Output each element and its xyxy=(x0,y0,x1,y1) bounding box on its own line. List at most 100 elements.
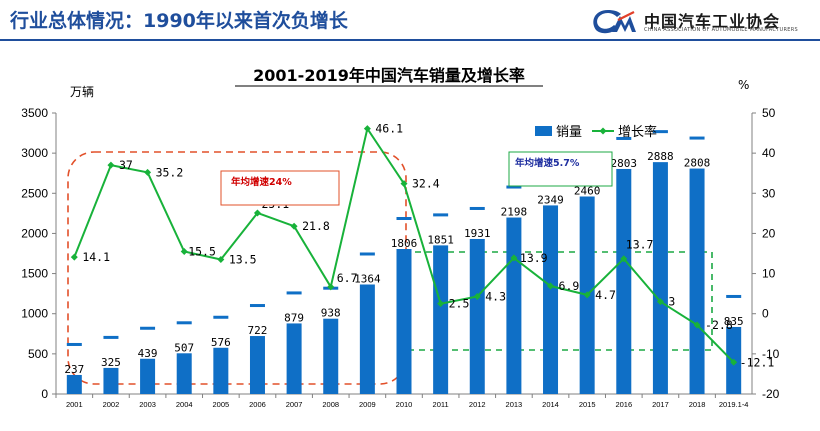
sales-bar-label: 722 xyxy=(248,324,268,337)
growth-rate-point xyxy=(693,321,701,329)
y-tick-label: 3500 xyxy=(21,106,48,120)
sales-bar-cap xyxy=(103,335,119,339)
caam-logo-icon xyxy=(593,10,636,34)
slide-title: 行业总体情况：1990年以来首次负增长 xyxy=(10,10,348,32)
sales-bar-label: 938 xyxy=(321,307,341,320)
y2-tick-label: 0 xyxy=(762,307,769,321)
logo-text-cn: 中国汽车工业协会 xyxy=(644,12,781,31)
sales-bar xyxy=(323,318,339,394)
growth-rate-point xyxy=(290,222,298,230)
growth-rate-label: 6.9 xyxy=(559,279,580,293)
sales-bar-label: 1851 xyxy=(427,233,454,246)
note-box-5-7 xyxy=(508,151,613,187)
sales-bar xyxy=(689,168,705,394)
y-tick-label: 3000 xyxy=(21,146,48,160)
note-box-24 xyxy=(220,170,340,206)
sales-bar-label: 2460 xyxy=(574,184,601,197)
period-frame-2001-2010 xyxy=(67,151,407,385)
header-rule xyxy=(0,39,820,41)
y2-tick-label: 20 xyxy=(762,226,776,240)
growth-rate-label: 14.1 xyxy=(82,250,110,264)
sales-bar-label: 1931 xyxy=(464,227,491,240)
sales-bar xyxy=(140,358,156,394)
note-avg-growth-5-7: 年均增速5.7% xyxy=(515,157,580,169)
y2-tick-label: 40 xyxy=(762,146,776,160)
growth-rate-label: 13.7 xyxy=(626,238,654,252)
growth-rate-point xyxy=(656,298,664,306)
sales-bar-cap xyxy=(469,206,485,210)
growth-rate-label: 13.5 xyxy=(229,253,257,267)
sales-bar xyxy=(176,353,192,394)
sales-bar xyxy=(286,323,302,394)
x-tick-label: 2006 xyxy=(249,400,266,409)
growth-rate-point xyxy=(180,247,188,255)
growth-rate-label: 4.7 xyxy=(595,288,616,302)
sales-bar xyxy=(652,162,668,394)
growth-rate-point xyxy=(547,282,555,290)
x-tick-label: 2005 xyxy=(212,400,229,409)
sales-bar-label: 2198 xyxy=(501,206,528,219)
sales-bar-label: 835 xyxy=(724,315,744,328)
sales-bar-cap xyxy=(689,136,705,140)
growth-rate-point xyxy=(327,283,335,291)
growth-rate-point xyxy=(437,300,445,308)
growth-rate-label: 46.1 xyxy=(375,122,403,136)
x-tick-label: 2013 xyxy=(506,400,523,409)
x-tick-label: 2018 xyxy=(689,400,706,409)
x-tick-label: 2015 xyxy=(579,400,596,409)
sales-bar-cap xyxy=(652,130,668,134)
y2-tick-label: -10 xyxy=(762,347,780,361)
x-tick-label: 2010 xyxy=(396,400,413,409)
sales-bar xyxy=(103,367,119,394)
y2-tick-label: 10 xyxy=(762,267,776,281)
legend-sales-swatch xyxy=(535,126,552,136)
growth-rate-label: 13.9 xyxy=(520,251,548,265)
growth-rate-label: -2.8 xyxy=(705,318,733,332)
growth-rate-point xyxy=(217,256,225,264)
y-tick-label: 2000 xyxy=(21,226,48,240)
sales-bar xyxy=(66,374,82,394)
sales-bar-label: 2803 xyxy=(611,157,638,170)
y-tick-label: 2500 xyxy=(21,186,48,200)
sales-bar xyxy=(396,249,412,394)
y2-tick-label: 30 xyxy=(762,186,776,200)
sales-bar-cap xyxy=(616,136,632,140)
sales-bar-label: 1806 xyxy=(391,237,418,250)
caam-logo: 中国汽车工业协会 CHINA ASSOCIATION OF AUTOMOBILE… xyxy=(588,6,814,36)
sales-bar-label: 507 xyxy=(174,341,194,354)
sales-bar xyxy=(543,205,559,394)
sales-bar-cap xyxy=(726,294,742,298)
note-avg-growth-24: 年均增速24% xyxy=(231,176,292,188)
sales-bar-cap xyxy=(396,217,412,221)
growth-rate-label: 21.8 xyxy=(302,219,330,233)
sales-bar-cap xyxy=(506,185,522,189)
growth-rate-label: 6.7 xyxy=(337,271,358,285)
legend-growth-marker xyxy=(599,127,607,135)
sales-bar-label: 576 xyxy=(211,336,231,349)
sales-bar-cap xyxy=(66,342,82,346)
sales-bar-cap xyxy=(286,291,302,295)
x-tick-label: 2019.1-4 xyxy=(719,400,749,409)
x-tick-label: 2017 xyxy=(652,400,669,409)
x-tick-label: 2012 xyxy=(469,400,486,409)
y-tick-label: 1500 xyxy=(21,267,48,281)
growth-rate-point xyxy=(510,254,518,262)
x-tick-label: 2016 xyxy=(615,400,632,409)
growth-rate-point xyxy=(620,255,628,263)
sales-bar-cap xyxy=(140,326,156,330)
sales-bar-cap xyxy=(249,304,265,308)
x-tick-label: 2001 xyxy=(66,400,83,409)
y2-tick-label: -20 xyxy=(762,387,780,401)
growth-rate-label: 32.4 xyxy=(412,177,440,191)
x-tick-label: 2008 xyxy=(322,400,339,409)
sales-bar-label: 1364 xyxy=(354,272,381,285)
x-tick-label: 2003 xyxy=(139,400,156,409)
sales-bar-label: 439 xyxy=(138,347,158,360)
sales-bar-cap xyxy=(176,321,192,325)
sales-bar-label: 237 xyxy=(64,363,84,376)
sales-bar xyxy=(616,168,632,394)
sales-bar-label: 2888 xyxy=(647,150,674,163)
sales-bar xyxy=(506,217,522,394)
x-tick-label: 2011 xyxy=(433,400,449,409)
